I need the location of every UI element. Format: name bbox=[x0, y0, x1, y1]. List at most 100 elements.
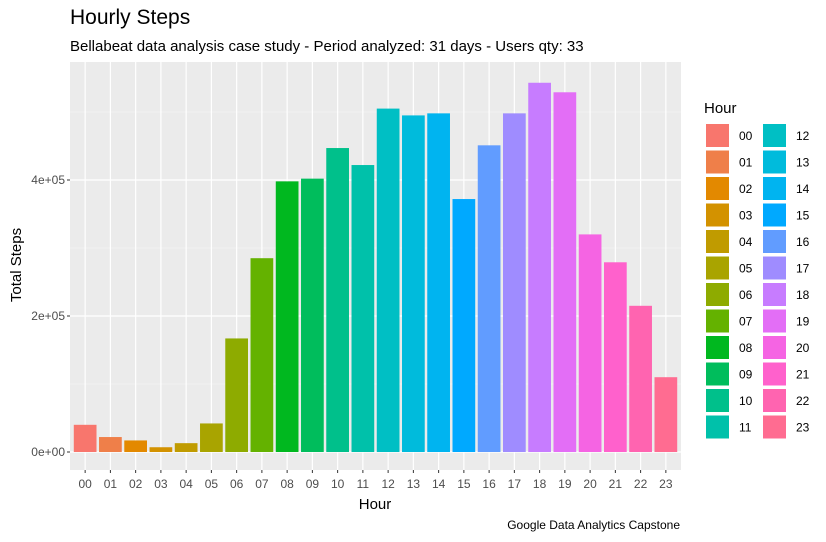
x-tick-label: 21 bbox=[609, 477, 623, 491]
legend-key-08 bbox=[706, 336, 729, 359]
x-tick-label: 04 bbox=[179, 477, 193, 491]
y-tick-label: 0e+00 bbox=[31, 445, 65, 459]
legend-key-16 bbox=[763, 230, 786, 253]
bar-hour-05 bbox=[200, 423, 223, 452]
legend-key-18 bbox=[763, 283, 786, 306]
x-axis-title: Hour bbox=[359, 496, 392, 513]
chart-title: Hourly Steps bbox=[70, 6, 191, 29]
legend-key-01 bbox=[706, 150, 729, 174]
legend-label: 20 bbox=[796, 341, 810, 355]
legend-key-09 bbox=[706, 362, 729, 386]
legend-key-03 bbox=[706, 203, 729, 227]
bar-hour-07 bbox=[250, 258, 274, 452]
chart-subtitle: Bellabeat data analysis case study - Per… bbox=[70, 38, 584, 55]
bar-hour-15 bbox=[452, 199, 476, 452]
x-tick-label: 08 bbox=[280, 477, 294, 491]
bar-hour-21 bbox=[603, 262, 627, 452]
bar-hour-09 bbox=[301, 178, 324, 452]
bar-hour-14 bbox=[427, 113, 450, 453]
x-tick-label: 10 bbox=[331, 477, 345, 491]
legend-key-13 bbox=[763, 150, 786, 174]
legend-label: 11 bbox=[739, 421, 752, 435]
bar-hour-11 bbox=[351, 165, 375, 453]
legend-key-19 bbox=[763, 309, 786, 333]
x-tick-label: 13 bbox=[407, 477, 421, 491]
legend-label: 00 bbox=[739, 129, 753, 143]
bar-hour-10 bbox=[326, 148, 349, 453]
legend-key-21 bbox=[763, 362, 786, 386]
legend-key-10 bbox=[706, 389, 729, 412]
legend-label: 21 bbox=[796, 368, 810, 382]
x-axis: 00 01 02 03 04 05 06 07 08 09 10 11 12 13 14 15 16 17 18 19… bbox=[78, 470, 673, 491]
y-tick-label: 2e+05 bbox=[31, 309, 65, 323]
legend-label: 09 bbox=[739, 368, 753, 382]
legend-label: 12 bbox=[796, 129, 810, 143]
legend: Hour 00 01 02 03 04 05 06 07 08 09 10 11 12 13 14 15 16 1… bbox=[704, 100, 810, 439]
x-tick-label: 17 bbox=[508, 477, 522, 491]
legend-title: Hour bbox=[704, 100, 737, 117]
legend-key-23 bbox=[763, 415, 786, 439]
legend-label: 03 bbox=[739, 209, 753, 223]
legend-label: 18 bbox=[796, 288, 810, 302]
legend-label: 17 bbox=[796, 262, 810, 276]
x-tick-label: 22 bbox=[634, 477, 648, 491]
bar-hour-13 bbox=[402, 115, 425, 453]
bar-hour-01 bbox=[99, 437, 122, 452]
bar-hour-20 bbox=[578, 234, 602, 452]
legend-label: 14 bbox=[796, 182, 810, 196]
legend-label: 19 bbox=[796, 315, 810, 329]
bar-hour-23 bbox=[654, 377, 678, 452]
legend-label: 13 bbox=[796, 156, 810, 170]
legend-label: 23 bbox=[796, 421, 810, 435]
legend-label: 08 bbox=[739, 341, 753, 355]
legend-label: 04 bbox=[739, 235, 753, 249]
x-tick-label: 09 bbox=[306, 477, 320, 491]
x-tick-label: 11 bbox=[357, 477, 370, 491]
bar-hour-19 bbox=[553, 92, 577, 452]
legend-key-15 bbox=[763, 203, 786, 227]
legend-key-12 bbox=[763, 124, 786, 147]
x-tick-label: 16 bbox=[482, 477, 496, 491]
legend-key-11 bbox=[706, 415, 729, 439]
bar-hour-00 bbox=[73, 424, 97, 452]
bar-hour-06 bbox=[225, 338, 248, 452]
x-tick-label: 07 bbox=[255, 477, 269, 491]
legend-key-22 bbox=[763, 389, 786, 412]
legend-key-04 bbox=[706, 230, 729, 253]
x-tick-label: 03 bbox=[154, 477, 168, 491]
legend-label: 10 bbox=[739, 394, 753, 408]
x-tick-label: 00 bbox=[78, 477, 92, 491]
x-tick-label: 05 bbox=[205, 477, 219, 491]
x-tick-label: 12 bbox=[381, 477, 395, 491]
x-tick-label: 14 bbox=[432, 477, 446, 491]
x-tick-label: 18 bbox=[533, 477, 547, 491]
x-tick-label: 01 bbox=[104, 477, 118, 491]
x-tick-label: 15 bbox=[457, 477, 471, 491]
bar-hour-17 bbox=[503, 113, 526, 453]
x-tick-label: 02 bbox=[129, 477, 143, 491]
y-axis-title: Total Steps bbox=[8, 228, 25, 302]
bar-hour-22 bbox=[629, 305, 652, 452]
bar-hour-08 bbox=[275, 181, 299, 453]
legend-key-02 bbox=[706, 177, 729, 200]
legend-key-06 bbox=[706, 283, 729, 306]
chart-caption: Google Data Analytics Capstone bbox=[507, 518, 680, 532]
bar-hour-03 bbox=[149, 447, 173, 452]
bar-hour-16 bbox=[477, 145, 501, 452]
plot-area bbox=[70, 62, 681, 470]
x-tick-label: 06 bbox=[230, 477, 244, 491]
legend-label: 05 bbox=[739, 262, 753, 276]
legend-key-17 bbox=[763, 256, 786, 280]
legend-key-05 bbox=[706, 256, 729, 280]
legend-key-07 bbox=[706, 309, 729, 333]
x-tick-label: 19 bbox=[558, 477, 572, 491]
legend-key-20 bbox=[763, 336, 786, 359]
bar-hour-12 bbox=[376, 108, 400, 452]
legend-label: 15 bbox=[796, 209, 810, 223]
x-tick-label: 23 bbox=[659, 477, 673, 491]
legend-label: 01 bbox=[739, 156, 753, 170]
x-tick-label: 20 bbox=[583, 477, 597, 491]
legend-label: 07 bbox=[739, 315, 753, 329]
legend-label: 16 bbox=[796, 235, 810, 249]
